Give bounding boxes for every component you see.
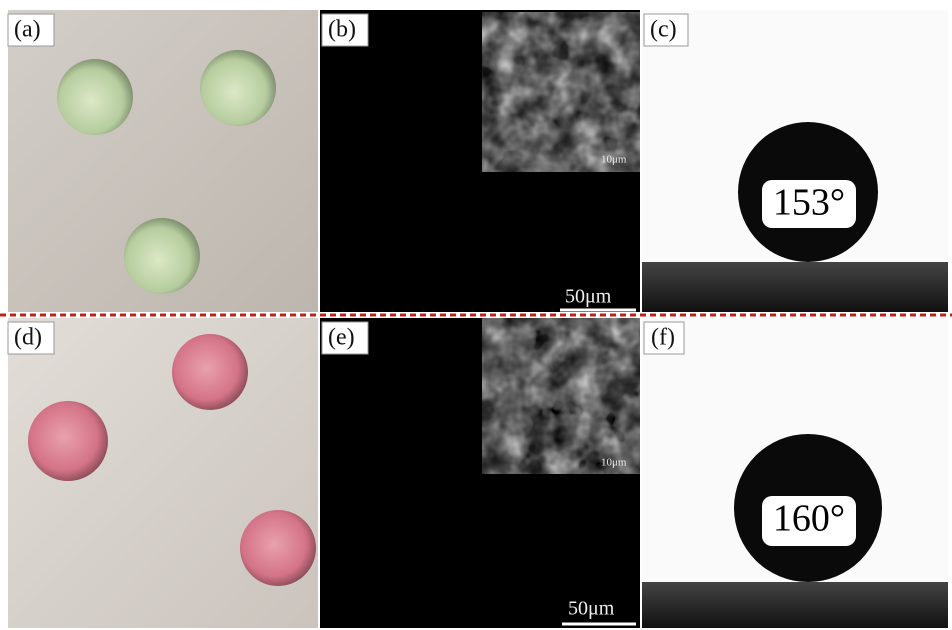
panel-label: (b) (328, 17, 356, 43)
panel-label: (d) (14, 325, 42, 351)
substrate (642, 582, 948, 628)
figure: (a) 10μm 50μm (b) 153° (c) (d) 10μm 50μm… (0, 0, 952, 630)
sem-inset (482, 318, 640, 474)
inset-scale: 10μm (601, 154, 627, 166)
inset-scale: 10μm (601, 457, 627, 469)
panel-label: (f) (651, 325, 675, 351)
droplet (240, 510, 316, 586)
scale-text: 50μm (568, 598, 615, 620)
droplet (200, 50, 276, 126)
contact-angle: 160° (773, 498, 845, 540)
contact-angle: 153° (773, 182, 845, 224)
panel-label: (a) (14, 17, 41, 43)
panel-label: (e) (328, 325, 355, 351)
panel-label: (c) (650, 17, 677, 43)
droplet (28, 401, 108, 481)
droplet (172, 334, 248, 410)
scale-text: 50μm (565, 286, 612, 308)
substrate (642, 262, 948, 312)
droplet (57, 59, 133, 135)
droplet (124, 218, 200, 294)
sem-inset (482, 12, 640, 172)
